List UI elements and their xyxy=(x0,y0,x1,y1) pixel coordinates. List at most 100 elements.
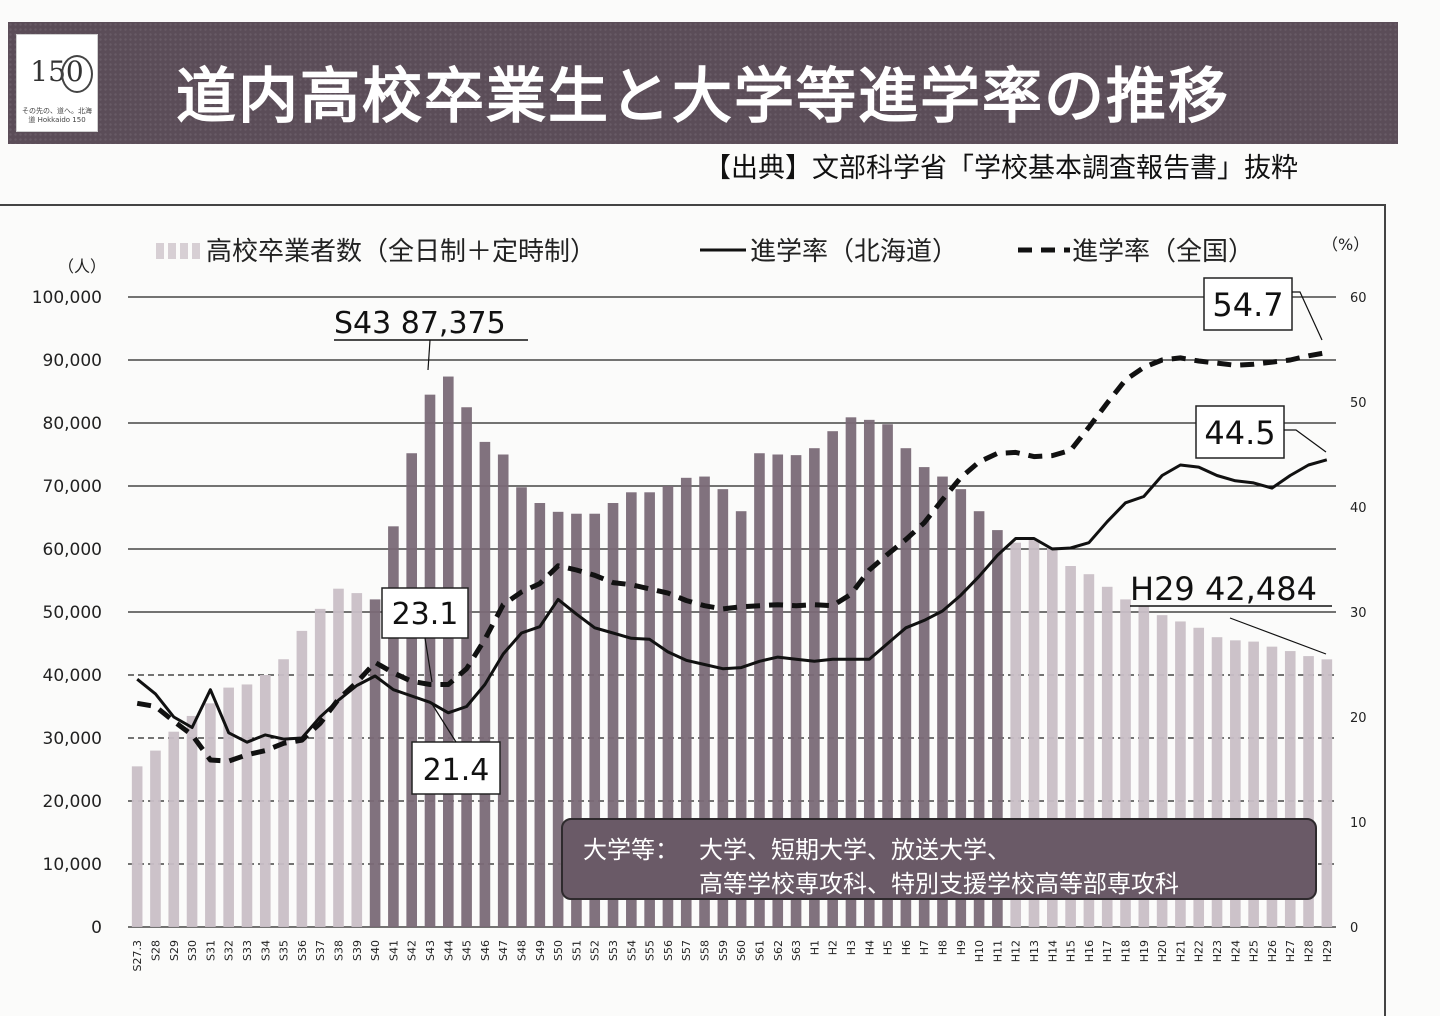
bar xyxy=(1211,637,1223,927)
callout-hokkaido-s43: 21.4 xyxy=(423,753,490,788)
legend-bar-swatch xyxy=(156,243,164,259)
y-left-tick-label: 90,000 xyxy=(43,351,102,371)
x-tick-label: S42 xyxy=(406,940,419,961)
bar xyxy=(1266,646,1278,927)
title-banner xyxy=(8,22,1398,144)
x-tick-label: S63 xyxy=(790,940,803,961)
callout-leader xyxy=(431,703,457,743)
logo-ring-icon xyxy=(61,55,93,93)
y-right-tick-label: 40 xyxy=(1350,501,1367,516)
bar xyxy=(937,476,948,927)
legend-bar-swatch xyxy=(168,243,176,259)
hokkaido-150-logo: 150 その先の、道へ。北海道 Hokkaido 150 xyxy=(16,34,98,132)
x-tick-label: S59 xyxy=(717,940,730,961)
x-tick-label: H26 xyxy=(1266,940,1279,962)
bar xyxy=(973,511,985,927)
y-left-tick-label: 30,000 xyxy=(43,729,102,749)
y-right-tick-label: 50 xyxy=(1350,396,1367,411)
x-tick-label: S33 xyxy=(241,940,254,961)
note-line-2: 高等学校専攻科、特別支援学校高等部専攻科 xyxy=(699,870,1179,898)
line-hokkaido xyxy=(136,458,1328,744)
callout-peak-leader xyxy=(427,339,431,371)
x-tick-label: S36 xyxy=(296,940,309,961)
x-tick-label: S52 xyxy=(589,940,602,961)
bar xyxy=(442,376,454,928)
bar xyxy=(241,684,253,927)
x-tick-label: S58 xyxy=(699,940,712,961)
y-right-tick-label: 10 xyxy=(1350,816,1367,831)
legend-national-label: 進学率（全国） xyxy=(1072,237,1254,267)
chart-frame xyxy=(0,204,1386,1016)
x-tick-label: H12 xyxy=(1010,940,1023,962)
x-tick-label: H22 xyxy=(1193,940,1206,962)
x-tick-label: S29 xyxy=(168,940,181,961)
bar xyxy=(1303,656,1314,927)
bar xyxy=(680,477,692,927)
x-tick-label: H1 xyxy=(808,940,821,955)
x-tick-label: H29 xyxy=(1321,940,1334,962)
bar xyxy=(351,593,363,927)
note-line-1: 大学、短期大学、放送大学、 xyxy=(699,836,1011,864)
x-tick-label: S28 xyxy=(149,940,162,961)
callout-leader xyxy=(1284,429,1327,453)
x-tick-label: S50 xyxy=(552,940,565,961)
line-series xyxy=(136,350,1328,764)
bar xyxy=(534,503,546,927)
bar xyxy=(809,448,820,927)
x-tick-label: S47 xyxy=(497,940,510,961)
x-tick-label: S46 xyxy=(479,940,492,961)
bar xyxy=(754,453,765,927)
callout-box xyxy=(411,741,501,795)
y-left-tick-label: 50,000 xyxy=(43,603,102,623)
bar xyxy=(790,455,802,927)
y-right-tick-label: 30 xyxy=(1350,606,1367,621)
y-left-tick-label: 60,000 xyxy=(43,540,102,560)
bar xyxy=(1010,542,1022,927)
callout-box xyxy=(1203,277,1293,331)
x-tick-label: H24 xyxy=(1229,940,1242,962)
bar xyxy=(607,503,619,927)
callout-leader xyxy=(1292,291,1323,341)
bar xyxy=(735,511,747,927)
bar xyxy=(259,675,271,927)
definition-note-box: 大学等： 大学、短期大学、放送大学、 高等学校専攻科、特別支援学校高等部専攻科 xyxy=(561,818,1317,900)
x-tick-label: H4 xyxy=(863,940,876,955)
x-tick-label: S34 xyxy=(259,940,272,961)
x-tick-label: S55 xyxy=(644,940,657,961)
bar xyxy=(1193,627,1205,927)
bar xyxy=(644,492,655,927)
bar xyxy=(1248,641,1259,927)
bar xyxy=(369,599,381,927)
x-tick-label: H11 xyxy=(991,940,1004,962)
bar xyxy=(717,489,729,927)
x-tick-label: H19 xyxy=(1138,940,1151,962)
x-tick-label: S30 xyxy=(186,940,199,961)
callout-box xyxy=(381,587,469,639)
bar xyxy=(1083,574,1095,927)
y-left-tick-label: 80,000 xyxy=(43,414,102,434)
x-tick-label: H5 xyxy=(882,940,895,955)
bar xyxy=(552,511,564,927)
x-tick-label: S56 xyxy=(662,940,675,961)
x-tick-label: H10 xyxy=(973,940,986,962)
x-tick-label: H3 xyxy=(845,940,858,955)
bar xyxy=(1138,605,1150,927)
x-tick-label: S41 xyxy=(387,940,400,961)
bar xyxy=(333,588,344,927)
callout-peak-label: S43 87,375 xyxy=(334,306,506,341)
x-tick-label: S53 xyxy=(607,940,620,961)
bar xyxy=(1065,566,1076,927)
bar xyxy=(1046,547,1058,927)
x-tick-label: S45 xyxy=(461,940,474,961)
y-left-tick-label: 10,000 xyxy=(43,855,102,875)
x-tick-label: H15 xyxy=(1065,940,1078,962)
bar xyxy=(882,424,893,927)
bar xyxy=(278,659,289,927)
x-tick-label: H18 xyxy=(1120,940,1133,962)
logo-caption: その先の、道へ。北海道 Hokkaido 150 xyxy=(22,107,92,124)
note-label: 大学等： xyxy=(583,836,679,864)
bar xyxy=(205,703,216,927)
y-left-tick-label: 0 xyxy=(91,918,102,938)
bar xyxy=(186,715,198,927)
x-tick-label: H20 xyxy=(1156,940,1169,962)
